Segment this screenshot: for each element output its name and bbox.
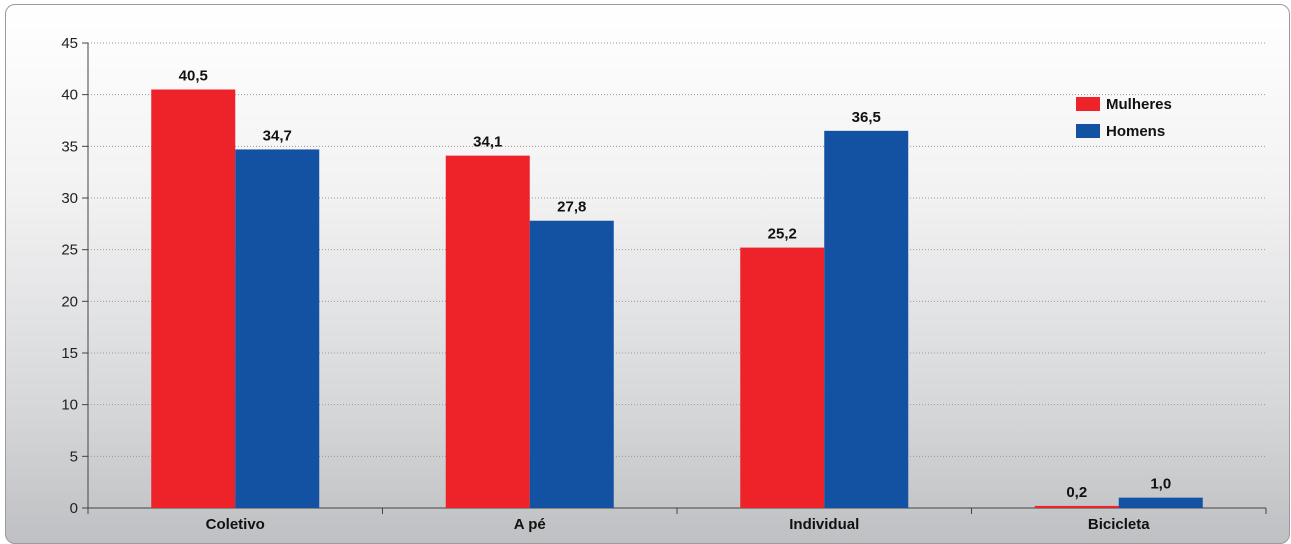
bar-homens-2 [824,130,909,508]
y-tick-label: 40 [61,87,78,104]
axes: 0 5 10 15 20 25 30 35 40 45 Coletivo A pé Individual… [61,35,1267,533]
y-tick-label: 10 [61,397,78,414]
gridlines [88,42,1266,457]
y-tick-label: 20 [61,293,78,310]
bar-homens-3 [1118,497,1203,508]
x-category-label: Coletivo [206,516,265,533]
x-category-label: Individual [789,516,859,533]
y-tick-label: 45 [61,35,78,52]
data-label: 1,0 [1150,476,1171,493]
legend-swatch [1076,124,1100,138]
y-tick-label: 25 [61,242,78,259]
data-label: 40,5 [179,68,208,85]
y-tick-label: 15 [61,345,78,362]
legend-swatch [1076,97,1100,111]
bar-homens-1 [529,220,614,508]
legend-label: Homens [1106,123,1165,140]
bar-mulheres-1 [445,155,530,508]
data-label: 0,2 [1066,484,1087,501]
y-tick-label: 5 [70,448,78,465]
data-label: 27,8 [557,199,586,216]
bar-homens-0 [235,149,320,508]
bar-mulheres-2 [740,247,825,508]
bar-mulheres-3 [1034,505,1119,508]
legend: Mulheres Homens [1076,96,1172,140]
data-label: 36,5 [852,109,881,126]
y-tick-label: 0 [70,500,78,517]
x-category-label: A pé [514,516,546,533]
data-labels: 40,5 34,7 34,1 27,8 25,2 36,5 0,2 1,0 [179,68,1172,501]
y-tick-label: 30 [61,190,78,207]
legend-label: Mulheres [1106,96,1172,113]
chart-frame: 0 5 10 15 20 25 30 35 40 45 Coletivo A pé Individual… [5,4,1290,544]
x-category-label: Bicicleta [1088,516,1150,533]
data-label: 25,2 [768,226,797,243]
y-tick-label: 35 [61,138,78,155]
bar-chart: 0 5 10 15 20 25 30 35 40 45 Coletivo A pé Individual… [61,35,1267,533]
data-label: 34,7 [263,127,292,144]
bars [151,89,1203,508]
bar-mulheres-0 [151,89,236,508]
data-label: 34,1 [473,134,502,151]
